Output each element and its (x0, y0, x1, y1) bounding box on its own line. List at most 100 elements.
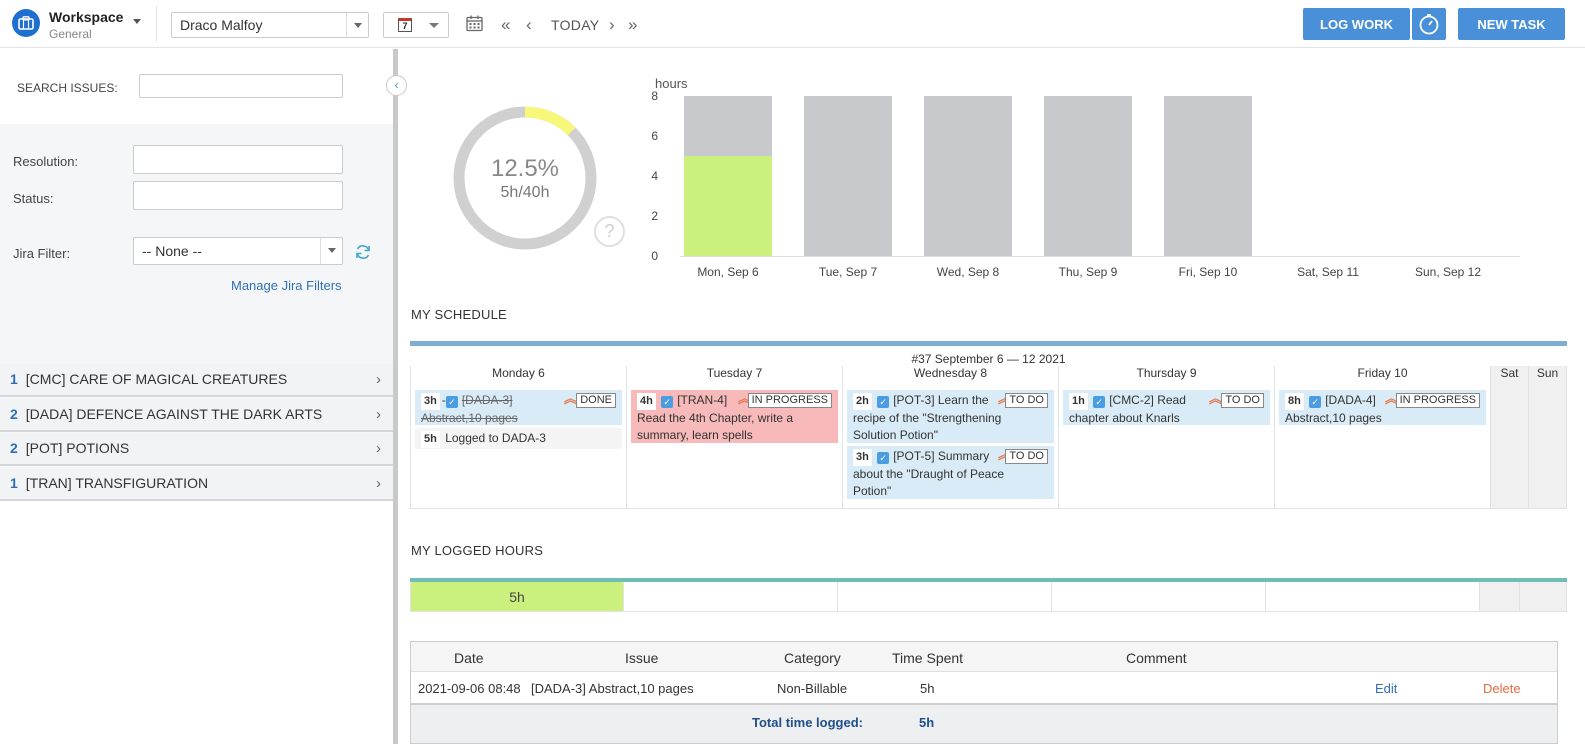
chevron-left-icon[interactable]: ‹ (526, 15, 532, 34)
search-issues-label: SEARCH ISSUES: (17, 81, 118, 95)
workspace-title[interactable]: Workspace (49, 9, 124, 25)
y-tick-label: 0 (651, 249, 658, 263)
worklog-issue[interactable]: [DADA-3] Abstract,10 pages (531, 681, 694, 696)
chevron-right-icon: › (376, 475, 381, 492)
x-tick-label: Fri, Sep 10 (1179, 265, 1238, 279)
workspace-dropdown-icon[interactable] (133, 19, 141, 24)
briefcase-icon[interactable] (12, 9, 40, 37)
day-column-friday: Friday 10 8h ✓ [DADA-4] ︽ IN PROGRESS Abs… (1274, 366, 1490, 509)
chevron-down-icon (320, 238, 342, 264)
collapse-sidebar-button[interactable]: ‹ (386, 75, 407, 96)
x-tick-label: Sat, Sep 11 (1297, 265, 1359, 279)
task-text-line2: chapter about Knarls (1069, 411, 1180, 425)
bar-segment (1044, 96, 1132, 256)
manage-jira-filters-link[interactable]: Manage Jira Filters (231, 278, 342, 293)
dash: - (441, 393, 446, 407)
priority-high-icon: ︽ (564, 391, 578, 406)
jira-filter-label: Jira Filter: (13, 246, 71, 261)
task-text-line1: [POT-3] Learn the (893, 393, 989, 407)
project-name: [DADA] DEFENCE AGAINST THE DARK ARTS (25, 406, 323, 422)
column-header[interactable]: Time Spent (892, 650, 964, 666)
jira-filter-value: -- None -- (142, 243, 202, 259)
logged-cell-friday[interactable] (1266, 582, 1480, 612)
column-header[interactable]: Category (784, 650, 841, 666)
logged-card[interactable]: 5h Logged to DADA-3 (415, 428, 622, 449)
logged-cell-tuesday[interactable] (624, 582, 838, 612)
bar-segment (684, 96, 772, 156)
worklog-date: 2021-09-06 08:48 (418, 681, 521, 696)
checkbox-icon[interactable]: ✓ (877, 452, 890, 464)
project-count: 2 (10, 406, 18, 422)
chevron-right-icon[interactable]: › (609, 15, 615, 34)
calendar-icon[interactable] (466, 15, 483, 32)
project-row[interactable]: 1 [TRAN] TRANSFIGURATION › (0, 468, 393, 501)
y-tick-label: 6 (651, 129, 658, 143)
logged-cell-wednesday[interactable] (838, 582, 1052, 612)
project-row[interactable]: 1 [CMC] CARE OF MAGICAL CREATURES › (0, 364, 393, 397)
timer-button[interactable] (1412, 8, 1446, 40)
log-work-button[interactable]: LOG WORK (1303, 8, 1410, 40)
project-count: 2 (10, 440, 18, 456)
chevron-right-icon: › (376, 406, 381, 423)
project-name: [CMC] CARE OF MAGICAL CREATURES (25, 371, 288, 387)
day-column-saturday: Sat (1490, 366, 1528, 509)
jira-filter-select[interactable]: -- None -- (133, 237, 343, 265)
task-hours: 3h (853, 449, 872, 466)
status-field[interactable] (133, 181, 343, 210)
day-name: Thursday 9 (1136, 366, 1197, 380)
search-input[interactable] (139, 74, 343, 98)
logged-cell-thursday[interactable] (1052, 582, 1266, 612)
double-chevron-right-icon[interactable]: » (628, 15, 638, 34)
total-label: Total time logged: (752, 715, 863, 730)
worklog-total-row: Total time logged: 5h (411, 703, 1557, 743)
user-select[interactable]: Draco Malfoy (171, 12, 369, 38)
edit-link[interactable]: Edit (1375, 681, 1398, 696)
checkbox-icon[interactable]: ✓ (1093, 396, 1106, 408)
sidebar-resizer[interactable] (393, 49, 398, 744)
column-header[interactable]: Issue (625, 650, 659, 666)
project-row[interactable]: 2 [DADA] DEFENCE AGAINST THE DARK ARTS › (0, 399, 393, 432)
y-tick-label: 8 (651, 89, 658, 103)
double-chevron-left-icon[interactable]: « (501, 15, 511, 34)
worklog-time: 5h (920, 681, 935, 696)
resolution-field[interactable] (133, 145, 343, 174)
x-tick-label: Mon, Sep 6 (697, 265, 759, 279)
x-tick-label: Wed, Sep 8 (937, 265, 1000, 279)
checkbox-icon[interactable]: ✓ (1309, 396, 1322, 408)
bar-segment (684, 156, 772, 256)
chevron-down-icon[interactable] (346, 13, 368, 37)
checkbox-icon[interactable]: ✓ (877, 396, 890, 408)
task-card[interactable]: 2h ✓[POT-3] Learn the ︽ TO DO recipe of … (847, 390, 1054, 443)
chevron-right-icon: › (376, 440, 381, 457)
new-task-button[interactable]: NEW TASK (1458, 8, 1565, 40)
task-card[interactable]: 3h ✓[POT-5] Summary ︽ TO DO about the "D… (847, 446, 1054, 499)
task-card[interactable]: 1h ✓ [CMC-2] Read ︽ TO DO chapter about K… (1063, 390, 1270, 425)
day-name: Sun (1536, 366, 1559, 380)
column-header[interactable]: Date (454, 650, 484, 666)
my-logged-hours-title: MY LOGGED HOURS (411, 543, 544, 558)
range-select[interactable]: 7 (383, 12, 449, 38)
task-card[interactable]: 8h ✓ [DADA-4] ︽ IN PROGRESS Abstract,10 p… (1279, 390, 1486, 425)
logged-cell-monday[interactable]: 5h (410, 582, 624, 612)
project-row[interactable]: 2 [POT] POTIONS › (0, 433, 393, 466)
hours-bar-chart: hours 0 2 4 6 8 Mon, Sep 6 Tue, Sep 7 Wed, Sep 8… (651, 76, 1520, 279)
worklog-header: Date Issue Category Time Spent Comment (411, 642, 1557, 672)
help-icon[interactable]: ? (594, 216, 625, 247)
day-name: Wednesday 8 (913, 366, 988, 380)
day-column-thursday: Thursday 9 1h ✓ [CMC-2] Read ︽ TO DO chap… (1058, 366, 1274, 509)
today-button[interactable]: TODAY (551, 17, 600, 33)
checkbox-icon[interactable]: ✓ (661, 396, 674, 408)
y-axis-label: hours (655, 76, 688, 91)
chevron-right-icon: › (376, 371, 381, 388)
status-badge: IN PROGRESS (747, 393, 832, 408)
column-header[interactable]: Comment (1126, 650, 1187, 666)
delete-link[interactable]: Delete (1483, 681, 1521, 696)
x-tick-label: Thu, Sep 9 (1059, 265, 1118, 279)
sidebar: SEARCH ISSUES: Resolution: Status: Jira … (0, 49, 393, 744)
task-card[interactable]: 3h - ✓ [DADA-3] Abstract,10 pages ︽ DONE (415, 390, 622, 425)
refresh-icon[interactable] (354, 243, 372, 264)
task-text-line1: [DADA-4] (1325, 393, 1376, 407)
day-column-tuesday: Tuesday 7 4h ✓ [TRAN-4] ︽ IN PROGRESS Rea… (626, 366, 842, 509)
task-card[interactable]: 4h ✓ [TRAN-4] ︽ IN PROGRESS Read the 4th … (631, 390, 838, 443)
checkbox-icon[interactable]: ✓ (445, 396, 458, 408)
